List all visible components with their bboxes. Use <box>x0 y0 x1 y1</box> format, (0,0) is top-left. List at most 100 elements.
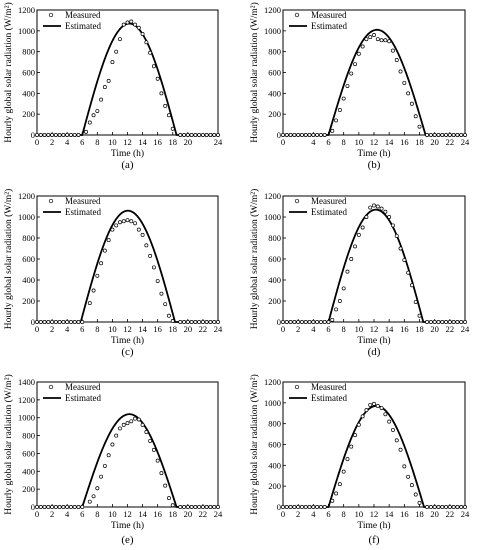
x-tick-label: 0 <box>281 509 285 519</box>
measured-point <box>459 505 464 509</box>
x-tick-label: 18 <box>415 509 424 519</box>
measured-point <box>61 133 66 137</box>
measured-point <box>204 505 209 509</box>
x-tick-label: 24 <box>461 509 470 519</box>
measured-point <box>463 133 467 137</box>
x-tick-label: 10 <box>355 324 364 334</box>
measured-point <box>121 219 126 224</box>
measured-point <box>185 133 190 137</box>
measured-point <box>296 320 301 324</box>
measured-point <box>447 505 452 509</box>
measured-point <box>102 463 107 468</box>
measured-point <box>170 503 175 508</box>
y-tick-label: 1200 <box>264 191 281 201</box>
measured-point <box>391 223 395 228</box>
x-tick-label: 12 <box>123 324 132 334</box>
measured-point <box>72 320 77 324</box>
x-tick-label: 20 <box>430 509 439 519</box>
x-tick-label: 10 <box>108 509 117 519</box>
y-tick-label: 0 <box>277 130 281 140</box>
legend-label-estimated: Estimated <box>65 21 101 31</box>
measured-point <box>402 258 407 262</box>
chart-panel: 0 4 6 8 10 12 14 16 18 20 22 24 0 200 400 600 800 1000 120… <box>249 2 470 171</box>
y-tick-label: 800 <box>268 419 281 429</box>
measured-point <box>129 19 134 24</box>
chart-panel: 0 2 4 6 8 10 12 14 16 18 20 22 240200400600800100012… <box>3 189 223 358</box>
panel-label: (d) <box>368 346 381 358</box>
measured-point <box>182 320 187 324</box>
measured-point <box>178 320 183 324</box>
x-tick-label: 24 <box>461 137 470 147</box>
y-tick-label: 400 <box>22 88 35 98</box>
x-tick-label: 16 <box>153 137 162 147</box>
y-tick-label: 600 <box>22 254 35 264</box>
measured-point <box>288 320 293 324</box>
measured-point <box>42 133 47 137</box>
y-axis-title: Hourly global solar radiation (W/m²) <box>249 2 260 143</box>
measured-point <box>114 49 119 54</box>
y-tick-label: 200 <box>268 481 281 491</box>
measured-point <box>140 32 145 36</box>
x-axis-title: Time (h) <box>357 520 390 531</box>
y-tick-label: 600 <box>268 254 281 264</box>
measured-point <box>379 406 384 410</box>
measured-point <box>136 227 141 232</box>
measured-point <box>349 257 354 261</box>
measured-point <box>95 486 100 491</box>
x-tick-label: 16 <box>153 324 162 334</box>
y-tick-label: 600 <box>268 440 281 450</box>
x-tick-label: 6 <box>80 324 84 334</box>
measured-point <box>288 505 293 509</box>
x-tick-label: 24 <box>214 324 223 334</box>
measured-point <box>463 505 467 509</box>
measured-point <box>311 505 316 509</box>
measured-point <box>315 505 320 509</box>
measured-point <box>436 505 441 509</box>
measured-point <box>455 320 460 324</box>
measured-point <box>216 133 220 137</box>
measured-point <box>200 505 205 509</box>
legend-label-measured: Measured <box>311 382 347 392</box>
measured-point <box>53 320 58 324</box>
legend-label-measured: Measured <box>311 10 347 20</box>
x-tick-label: 14 <box>385 509 394 519</box>
measured-point <box>292 133 297 137</box>
measured-point <box>200 320 205 324</box>
measured-point <box>144 40 149 45</box>
y-tick-label: 0 <box>31 130 35 140</box>
y-tick-label: 1000 <box>264 212 281 222</box>
measured-point <box>406 270 411 275</box>
y-tick-label: 200 <box>22 109 35 119</box>
x-tick-label: 4 <box>311 137 316 147</box>
measured-point <box>167 313 171 318</box>
measured-point <box>440 320 445 324</box>
measured-point <box>72 133 77 137</box>
measured-point <box>68 133 73 137</box>
measured-point <box>413 300 418 304</box>
y-tick-label: 800 <box>268 47 281 57</box>
y-tick-label: 0 <box>31 317 35 327</box>
x-tick-label: 24 <box>214 137 223 147</box>
x-tick-label: 12 <box>370 509 379 519</box>
legend-label-estimated: Estimated <box>311 21 347 31</box>
measured-point <box>413 114 418 119</box>
measured-point <box>185 505 190 509</box>
measured-point <box>208 320 213 324</box>
measured-point <box>425 320 430 324</box>
measured-point <box>345 457 350 462</box>
measured-point <box>341 469 346 474</box>
measured-point <box>182 505 187 509</box>
measured-point <box>440 505 445 509</box>
x-tick-label: 24 <box>214 509 223 519</box>
x-tick-label: 18 <box>169 137 178 147</box>
measured-point <box>398 69 403 74</box>
measured-point <box>364 37 369 42</box>
x-tick-label: 6 <box>80 137 84 147</box>
measured-point <box>432 505 437 509</box>
measured-point <box>318 133 323 137</box>
y-tick-label: 200 <box>268 109 281 119</box>
measured-point <box>57 505 62 509</box>
measured-point <box>163 103 168 108</box>
x-tick-label: 4 <box>311 324 316 334</box>
x-tick-label: 6 <box>326 137 330 147</box>
